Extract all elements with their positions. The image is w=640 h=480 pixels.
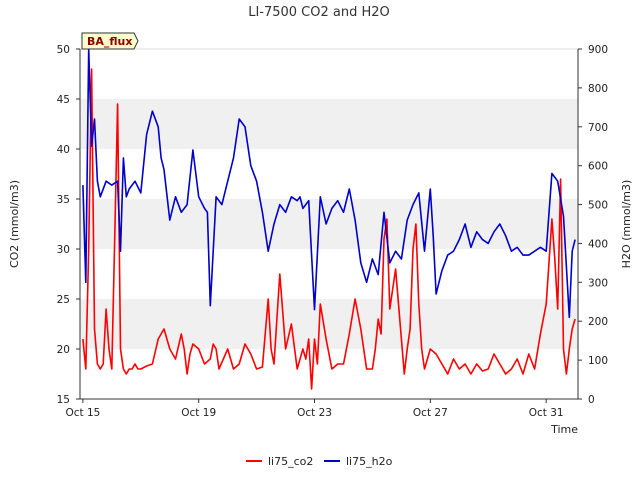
- right-axis: 0 100 200 300 400 500 600 700 800 900: [577, 44, 608, 406]
- left-tick-label: 15: [57, 394, 70, 406]
- x-tick-label: Oct 23: [297, 407, 332, 419]
- right-tick-label: 800: [588, 83, 608, 95]
- right-tick-label: 300: [588, 277, 608, 289]
- shaded-band-1: [80, 199, 578, 249]
- badge-label: BA_flux: [87, 35, 132, 48]
- y-axis-left-label: CO2 (mmol/m3): [8, 180, 21, 268]
- left-axis: 15 20 25 30 35 40 45 50: [57, 44, 81, 406]
- left-tick-label: 30: [57, 244, 70, 256]
- shaded-band-0: [80, 299, 578, 349]
- shaded-band-2: [80, 99, 578, 149]
- series-layer: [82, 48, 576, 390]
- badge: BA_flux: [81, 32, 139, 50]
- legend-label-h2o: li75_h2o: [346, 455, 393, 468]
- left-tick-label: 45: [57, 94, 70, 106]
- left-tick-label: 40: [57, 144, 70, 156]
- left-tick-label: 50: [57, 44, 70, 56]
- chart-title: LI-7500 CO2 and H2O: [248, 5, 390, 20]
- right-tick-label: 600: [588, 161, 608, 173]
- x-tick-label: Oct 19: [181, 407, 216, 419]
- right-tick-label: 400: [588, 238, 608, 250]
- left-tick-label: 20: [57, 344, 70, 356]
- right-tick-label: 500: [588, 200, 608, 212]
- x-tick-label: Oct 31: [529, 407, 564, 419]
- right-tick-label: 100: [588, 355, 608, 367]
- right-tick-label: 900: [588, 44, 608, 56]
- x-tick-label: Oct 27: [413, 407, 448, 419]
- left-tick-label: 25: [57, 294, 70, 306]
- right-tick-label: 700: [588, 122, 608, 134]
- shaded-bands: [80, 99, 578, 349]
- x-axis-label: Time: [550, 423, 578, 436]
- x-axis: Oct 15 Oct 19 Oct 23 Oct 27 Oct 31: [65, 398, 578, 419]
- series-line-li75_co2: [82, 68, 576, 390]
- left-tick-label: 35: [57, 194, 70, 206]
- legend: li75_co2 li75_h2o: [246, 455, 393, 468]
- legend-label-co2: li75_co2: [268, 455, 313, 468]
- badge-box: [81, 32, 139, 50]
- series-line-li75_h2o: [82, 48, 576, 319]
- right-tick-label: 0: [588, 394, 595, 406]
- x-tick-label: Oct 15: [65, 407, 100, 419]
- y-axis-right-label: H2O (mmol/m3): [620, 180, 633, 269]
- right-tick-label: 200: [588, 316, 608, 328]
